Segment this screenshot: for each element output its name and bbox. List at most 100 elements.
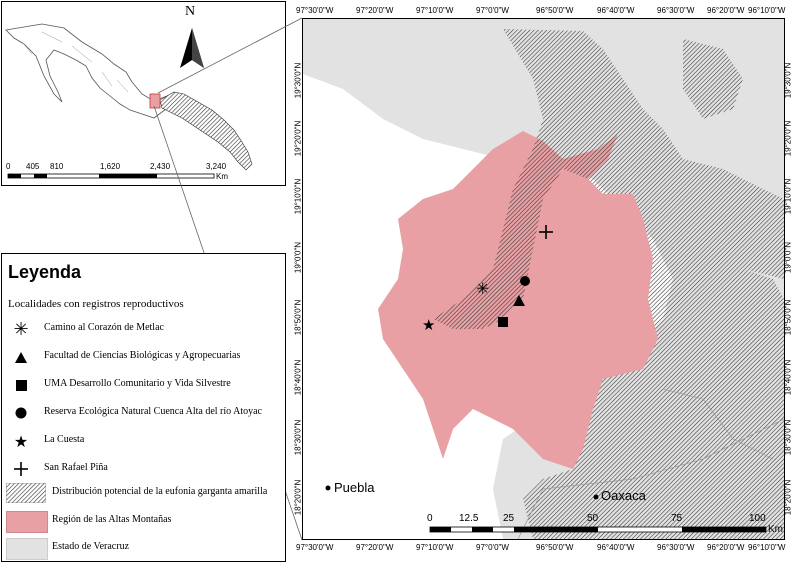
triangle-icon [6,346,36,368]
legend-item-label: Distribución potencial de la eufonia gar… [52,486,268,497]
legend-item-circle: Reserva Ecológica Natural Cuenca Alta de… [6,402,285,424]
legend-item-plus: San Rafael Piña [6,458,285,480]
lon-label: 97°20'0"W [356,543,394,552]
inset-scale-label-5: 3,240 [206,162,227,171]
lon-label: 97°10'0"W [416,543,454,552]
legend-item-gray: Estado de Veracruz [6,537,285,560]
lon-label: 97°30'0"W [296,543,334,552]
lat-label: 18°50'0"N [293,299,303,336]
lat-label: 18°40'0"N [293,359,303,396]
lat-label: 19°30'0"N [293,62,303,99]
eufonia-distribution [433,29,784,539]
lon-label: 97°30'0"W [296,6,334,15]
lat-label: 18°20'0"N [293,479,303,516]
main-map: ✳ ★ Puebla Oaxaca 0 12.5 25 50 75 100 Km [302,18,785,540]
lat-label: 18°50'0"N [783,299,793,336]
gray-swatch [6,538,48,560]
inset-scale-bar [7,173,215,179]
legend-item-square: UMA Desarrollo Comunitario y Vida Silves… [6,374,285,396]
lat-label: 19°0'0"N [293,241,303,274]
oaxaca-dot [593,494,599,500]
inset-scale-label-3: 1,620 [100,162,121,171]
legend-item-label: San Rafael Piña [44,462,108,473]
lon-label: 96°10'0"W [748,6,786,15]
locality-markers: ✳ ★ [325,225,599,500]
lat-label: 18°20'0"N [783,479,793,516]
lat-label: 19°30'0"N [783,62,793,99]
lat-label: 19°0'0"N [783,241,793,274]
main-scale-label-3: 50 [587,513,599,524]
legend-item-label: Facultad de Ciencias Biológicas y Agrope… [44,350,241,361]
main-scale-label-1: 12.5 [459,513,479,524]
circle-icon [6,402,36,424]
legend-item-triangle: Facultad de Ciencias Biológicas y Agrope… [6,346,285,368]
lon-label: 96°20'0"W [707,6,745,15]
plus-icon [6,458,36,480]
legend-item-star: ★ La Cuesta [6,430,285,452]
legend-title: Leyenda [8,262,82,282]
lat-label: 19°20'0"N [293,120,303,157]
lon-label: 97°20'0"W [356,6,394,15]
city-oaxaca: Oaxaca [601,488,646,503]
lat-label: 19°10'0"N [293,178,303,215]
lat-label: 18°30'0"N [293,419,303,456]
puebla-dot [325,485,331,491]
inset-scale-label-2: 810 [50,162,64,171]
city-puebla: Puebla [334,480,375,495]
lon-label: 97°0'0"W [476,6,509,15]
lon-label: 96°40'0"W [597,543,635,552]
legend-item-label: Región de las Altas Montañas [52,514,172,525]
legend-item-label: UMA Desarrollo Comunitario y Vida Silves… [44,378,231,389]
marker-plus [539,225,553,239]
inset-scale-label-4: 2,430 [150,162,171,171]
inset-scale-unit: Km [216,172,228,181]
hatched-swatch [6,483,46,503]
north-label: N [185,4,196,19]
marker-triangle [513,295,525,306]
lon-label: 96°40'0"W [597,6,635,15]
lon-label: 96°50'0"W [536,6,574,15]
main-scale-label-4: 75 [671,513,683,524]
marker-circle [520,276,530,286]
lon-label: 96°20'0"W [707,543,745,552]
square-icon [6,374,36,396]
marker-star: ★ [422,316,435,334]
lon-label: 96°30'0"W [657,543,695,552]
inset-map-svg [5,23,253,179]
legend-item-label: Estado de Veracruz [52,541,130,552]
lon-label: 96°10'0"W [748,543,786,552]
asterisk-icon: ✳ [13,318,29,340]
star-icon: ★ [13,431,29,451]
lon-label: 96°50'0"W [536,543,574,552]
inset-scale-label-0: 0 [6,162,11,171]
legend-item-asterisk: ✳ Camino al Corazón de Metlac [6,318,285,340]
lon-label: 96°30'0"W [657,6,695,15]
pink-swatch [6,511,48,533]
lat-label: 19°20'0"N [783,120,793,157]
lat-label: 19°10'0"N [783,178,793,215]
legend-panel: Leyenda Localidades con registros reprod… [1,253,286,562]
lat-label: 18°30'0"N [783,419,793,456]
legend-item-label: La Cuesta [44,434,85,445]
inset-map: N 0 405 810 1,620 2,430 3,240 Km [1,1,286,186]
main-scale-label-2: 25 [503,513,515,524]
main-scale-unit: Km [768,524,783,535]
main-scale-label-0: 0 [427,513,433,524]
legend-item-pink: Región de las Altas Montañas [6,510,285,533]
inset-scale-label-1: 405 [26,162,40,171]
legend-item-label: Camino al Corazón de Metlac [44,322,164,333]
lon-label: 97°10'0"W [416,6,454,15]
main-scale-bar [429,526,767,533]
marker-asterisk: ✳ [476,279,489,298]
marker-square [498,317,508,327]
central-america-distribution [159,91,253,171]
main-scale-label-5: 100 [749,513,766,524]
mexico-outline [5,23,179,119]
lon-label: 97°0'0"W [476,543,509,552]
north-arrow-icon [180,28,204,68]
lat-label: 18°40'0"N [783,359,793,396]
legend-item-hatched: Distribución potencial de la eufonia gar… [6,482,285,504]
legend-item-label: Reserva Ecológica Natural Cuenca Alta de… [44,406,262,417]
main-map-svg: ✳ ★ [303,19,784,539]
legend-subtitle: Localidades con registros reproductivos [8,298,184,310]
